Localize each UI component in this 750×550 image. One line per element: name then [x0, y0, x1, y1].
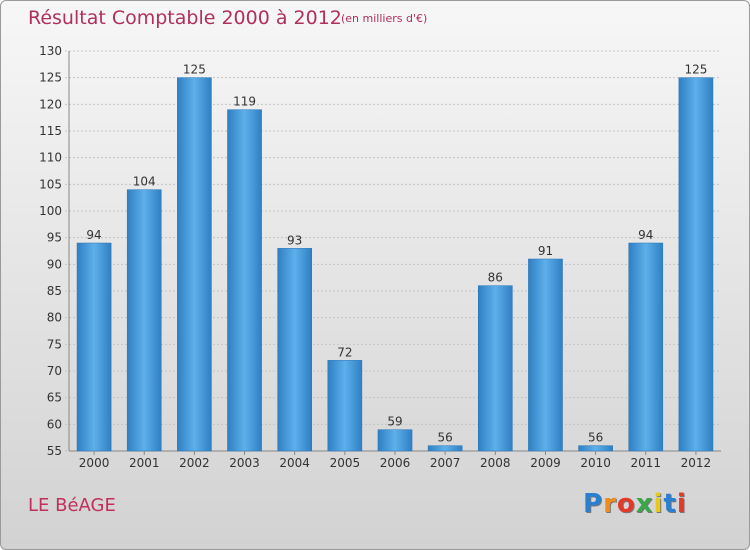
bar-value-label: 86 [488, 271, 503, 285]
bar [76, 242, 112, 452]
x-tick-label: 2010 [580, 456, 611, 470]
x-tick-label: 2008 [480, 456, 511, 470]
bar-value-label: 125 [183, 63, 206, 77]
y-tick-label: 85 [47, 284, 62, 298]
bar-value-label: 125 [684, 63, 707, 77]
bar-value-label: 56 [438, 431, 453, 445]
logo-letter: P [583, 489, 604, 519]
bar [377, 429, 413, 452]
bar [478, 285, 513, 452]
x-tick-label: 2011 [630, 456, 661, 470]
y-tick-label: 95 [47, 231, 62, 245]
x-tick-label: 2000 [79, 456, 110, 470]
logo-letter: i [676, 489, 687, 519]
x-tick-label: 2012 [681, 456, 712, 470]
y-tick-label: 90 [47, 257, 62, 271]
bar [126, 189, 162, 452]
bar-value-label: 59 [387, 415, 402, 429]
y-tick-label: 70 [47, 364, 62, 378]
y-tick-label: 105 [39, 177, 62, 191]
y-tick-label: 130 [39, 44, 62, 58]
y-tick-label: 60 [47, 417, 62, 431]
y-tick-label: 100 [39, 204, 62, 218]
y-tick-label: 65 [47, 391, 62, 405]
chart-subtitle: (en milliers d'€) [341, 12, 428, 25]
y-tick-label: 125 [39, 71, 62, 85]
place-name: LE BéAGE [28, 495, 116, 516]
bar [528, 258, 563, 452]
y-tick-label: 110 [39, 151, 62, 165]
x-tick-label: 2003 [229, 456, 260, 470]
logo-letter: i [653, 489, 664, 519]
bar-value-label: 94 [638, 228, 653, 242]
x-tick-label: 2009 [530, 456, 561, 470]
bar [277, 248, 312, 452]
x-tick-label: 2007 [430, 456, 461, 470]
x-tick-label: 2005 [330, 456, 361, 470]
bar [327, 360, 363, 452]
bar-value-label: 93 [287, 233, 302, 247]
bar [177, 77, 212, 452]
y-tick-label: 115 [39, 124, 62, 138]
bar [427, 445, 463, 452]
x-tick-label: 2004 [279, 456, 310, 470]
proxiti-logo: Proxiti [583, 489, 687, 519]
bar-value-label: 91 [538, 244, 553, 258]
y-tick-label: 55 [47, 444, 62, 458]
x-tick-label: 2001 [129, 456, 160, 470]
y-tick-label: 80 [47, 311, 62, 325]
bar-value-label: 72 [337, 345, 352, 359]
logo-letter: x [635, 489, 654, 519]
bar [578, 445, 613, 452]
logo-letter: r [603, 489, 617, 519]
bar-value-label: 119 [233, 95, 256, 109]
bar-value-label: 104 [133, 175, 156, 189]
bar [678, 77, 714, 452]
bar [227, 109, 262, 452]
y-tick-label: 120 [39, 97, 62, 111]
chart-title: Résultat Comptable 2000 à 2012 [28, 7, 342, 29]
bar-value-label: 56 [588, 431, 603, 445]
x-tick-label: 2006 [380, 456, 411, 470]
y-tick-label: 75 [47, 337, 62, 351]
bar-value-label: 94 [86, 228, 101, 242]
x-tick-label: 2002 [179, 456, 210, 470]
logo-letter: o [616, 489, 636, 519]
bar [628, 242, 664, 452]
logo-letter: t [663, 489, 677, 519]
